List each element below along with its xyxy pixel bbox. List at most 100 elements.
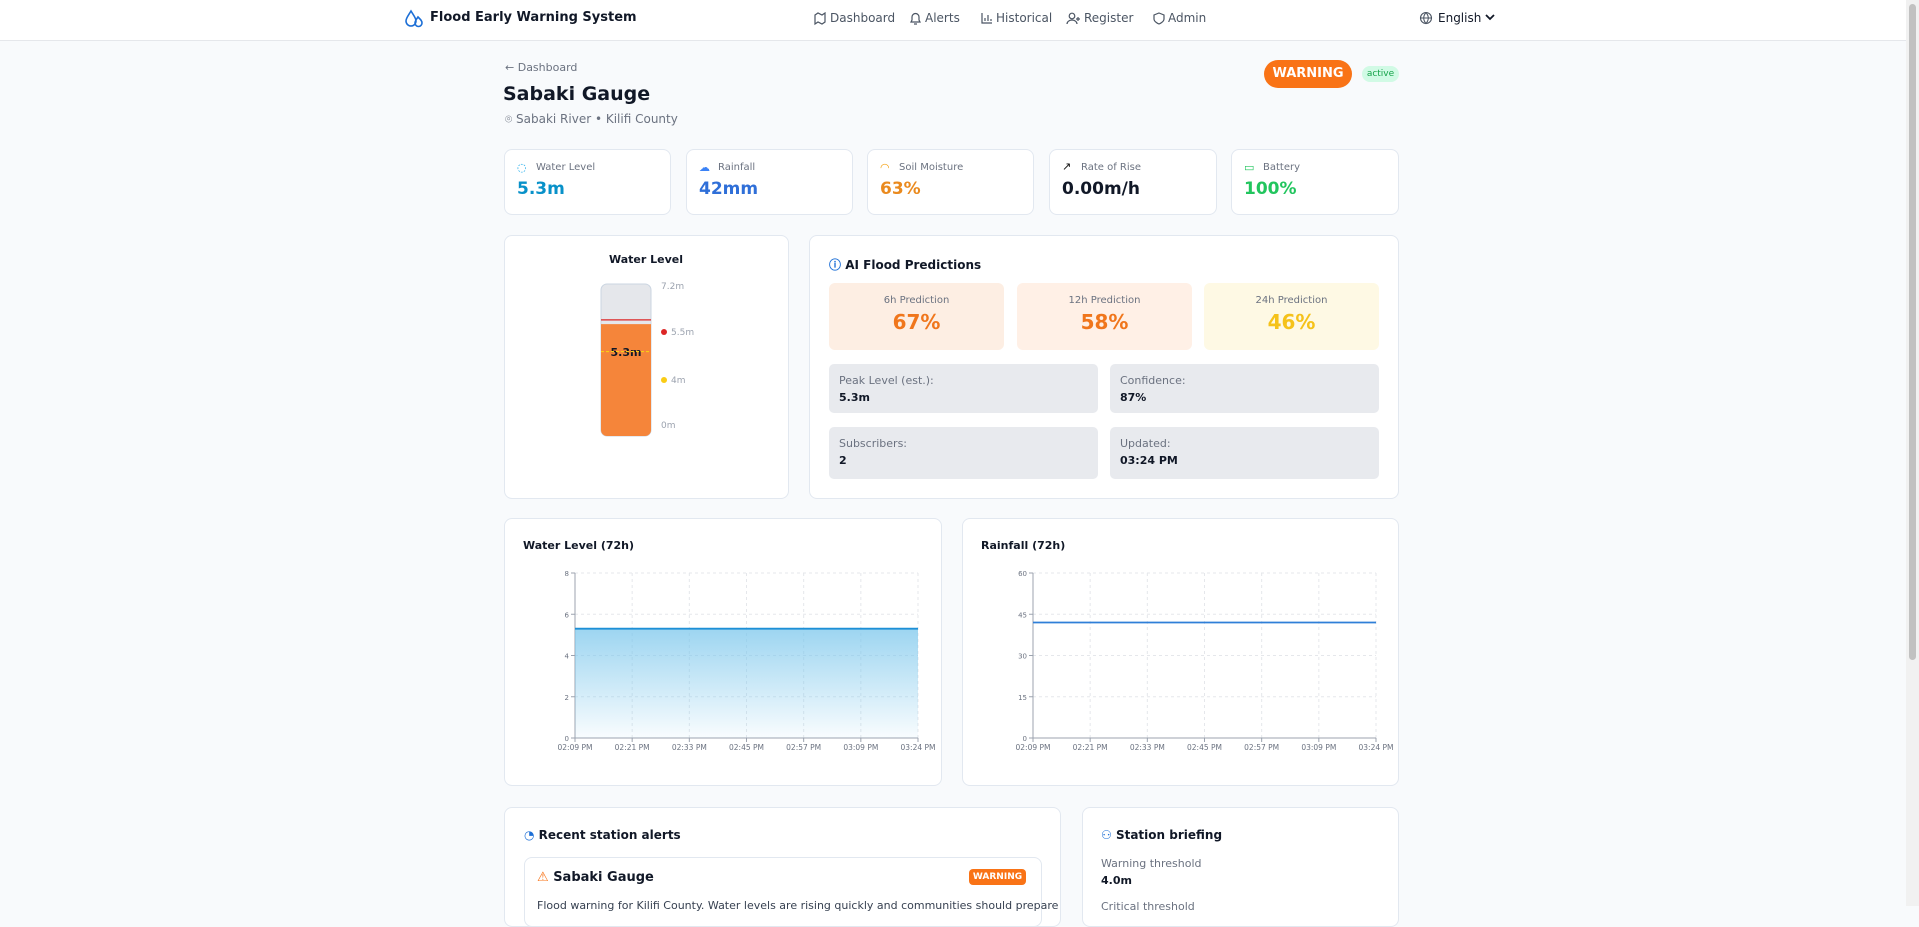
stat-value: 5.3m bbox=[517, 179, 565, 199]
station-name: Sabaki Gauge bbox=[503, 83, 651, 105]
logo-icon bbox=[405, 9, 423, 28]
chart-panel bbox=[962, 518, 1399, 786]
prediction-label: 12h Prediction bbox=[1068, 295, 1141, 306]
gauge-title: Water Level bbox=[609, 253, 683, 266]
stat-card: ◠ Soil Moisture 63% bbox=[867, 149, 1034, 215]
gauge-value: 5.3m bbox=[611, 346, 642, 359]
gauge-tick-label: 7.2m bbox=[661, 282, 684, 292]
y-tick-label: 0 bbox=[565, 735, 569, 743]
threshold-dot bbox=[661, 377, 667, 383]
briefing-title: ⚇ Station briefing bbox=[1101, 828, 1223, 842]
y-tick-label: 4 bbox=[565, 653, 570, 661]
x-tick-label: 02:45 PM bbox=[1187, 743, 1222, 752]
nav-link[interactable]: Register bbox=[1084, 11, 1134, 25]
info-value: 03:24 PM bbox=[1120, 454, 1178, 467]
y-tick-label: 45 bbox=[1018, 611, 1027, 619]
y-tick-label: 0 bbox=[1023, 735, 1027, 743]
predictions-title: ⓘ AI Flood Predictions bbox=[829, 258, 982, 272]
stat-label: Battery bbox=[1263, 162, 1301, 173]
gauge: Water Level 5.3m 7.2m 5.5m 4m 0m bbox=[600, 253, 694, 437]
y-tick-label: 60 bbox=[1018, 570, 1027, 578]
prediction-value: 46% bbox=[1267, 310, 1316, 334]
chart: Rainfall (72h) 0 15 30 45 60 02:09 PM 02:21 PM 0… bbox=[981, 539, 1394, 752]
globe-icon bbox=[1419, 11, 1433, 25]
alerts-title-text: Recent station alerts bbox=[538, 828, 681, 842]
brand[interactable]: Flood Early Warning System bbox=[430, 10, 637, 25]
back-text: Dashboard bbox=[517, 61, 578, 74]
info-label: Updated: bbox=[1120, 437, 1171, 450]
scrollbar-thumb[interactable] bbox=[1909, 4, 1916, 660]
x-tick-label: 02:33 PM bbox=[1130, 743, 1165, 752]
alerts-title: ◔ Recent station alerts bbox=[524, 828, 681, 842]
stat-card: ▭ Battery 100% bbox=[1231, 149, 1399, 215]
chart: Water Level (72h) 0 2 4 6 8 02:09 PM 02:21 PM 02… bbox=[523, 539, 936, 752]
alert-station-text: Sabaki Gauge bbox=[553, 870, 654, 885]
level-badge: WARNING bbox=[1264, 60, 1352, 88]
stat-label: Soil Moisture bbox=[899, 162, 964, 173]
x-tick-label: 03:09 PM bbox=[1301, 743, 1336, 752]
area bbox=[575, 628, 918, 738]
x-tick-label: 02:21 PM bbox=[615, 743, 650, 752]
y-tick-label: 8 bbox=[565, 570, 569, 578]
nav-link[interactable]: Historical bbox=[996, 11, 1053, 25]
info-value: 87% bbox=[1120, 391, 1147, 404]
briefing-label: Critical threshold bbox=[1101, 900, 1195, 913]
prediction-value: 67% bbox=[892, 310, 941, 334]
briefing-value: 4.0m bbox=[1101, 874, 1132, 887]
x-tick-label: 02:45 PM bbox=[729, 743, 764, 752]
chart-title: Rainfall (72h) bbox=[981, 539, 1065, 552]
x-tick-label: 02:21 PM bbox=[1073, 743, 1108, 752]
stat-label: Rate of Rise bbox=[1081, 162, 1142, 173]
prediction-box: 24h Prediction 46% bbox=[1204, 283, 1379, 350]
info-box: Confidence: 87% bbox=[1110, 364, 1379, 413]
prediction-label: 24h Prediction bbox=[1255, 295, 1328, 306]
info-label: Subscribers: bbox=[839, 437, 908, 450]
location-text: Sabaki River • Kilifi County bbox=[516, 112, 678, 126]
nav-link[interactable]: Alerts bbox=[925, 11, 960, 25]
prediction-label: 6h Prediction bbox=[883, 295, 950, 306]
top-bar bbox=[0, 0, 1906, 41]
chevron bbox=[1485, 14, 1495, 21]
prediction-value: 58% bbox=[1080, 310, 1129, 334]
gauge-fill bbox=[601, 324, 651, 436]
stat-value: 42mm bbox=[699, 179, 759, 199]
stat-card: ☁ Rainfall 42mm bbox=[686, 149, 853, 215]
alert-level: WARNING bbox=[969, 869, 1026, 885]
y-tick-label: 2 bbox=[565, 694, 569, 702]
info-value: 5.3m bbox=[839, 391, 870, 404]
stat-label: Rainfall bbox=[718, 162, 756, 173]
info-box: Subscribers: 2 bbox=[829, 427, 1098, 479]
briefing-label: Warning threshold bbox=[1101, 857, 1202, 870]
y-tick-label: 15 bbox=[1018, 694, 1027, 702]
threshold-dot bbox=[661, 329, 667, 335]
chart-title: Water Level (72h) bbox=[523, 539, 634, 552]
gauge-tick-label: 0m bbox=[661, 421, 676, 431]
x-tick-label: 03:09 PM bbox=[843, 743, 878, 752]
language-select[interactable]: English bbox=[1438, 11, 1482, 25]
nav-link[interactable]: Admin bbox=[1168, 11, 1207, 25]
stat-value: 0.00m/h bbox=[1062, 179, 1140, 199]
nav-link[interactable]: Dashboard bbox=[830, 11, 896, 25]
stat-value: 63% bbox=[880, 179, 921, 199]
info-box: Peak Level (est.): 5.3m bbox=[829, 364, 1098, 413]
x-tick-label: 02:09 PM bbox=[1016, 743, 1051, 752]
nav-icons bbox=[814, 12, 1165, 26]
stat-card: ↗ Rate of Rise 0.00m/h bbox=[1049, 149, 1217, 215]
stat-card: ◌ Water Level 5.3m bbox=[504, 149, 671, 215]
x-tick-label: 02:57 PM bbox=[786, 743, 821, 752]
x-tick-label: 02:57 PM bbox=[1244, 743, 1279, 752]
status-badge: active bbox=[1362, 66, 1399, 82]
y-tick-label: 6 bbox=[565, 611, 570, 619]
prediction-box: 6h Prediction 67% bbox=[829, 283, 1004, 350]
x-tick-label: 02:33 PM bbox=[672, 743, 707, 752]
alert-card[interactable] bbox=[524, 857, 1042, 927]
gauge-tick-label: 4m bbox=[671, 376, 686, 386]
predictions-title-text: AI Flood Predictions bbox=[845, 258, 982, 272]
x-tick-label: 03:24 PM bbox=[1359, 743, 1394, 752]
info-label: Confidence: bbox=[1120, 374, 1186, 387]
back-link[interactable]: ← Dashboard bbox=[505, 61, 578, 74]
info-label: Peak Level (est.): bbox=[839, 374, 934, 387]
briefing-title-text: Station briefing bbox=[1115, 828, 1223, 842]
x-tick-label: 03:24 PM bbox=[901, 743, 936, 752]
